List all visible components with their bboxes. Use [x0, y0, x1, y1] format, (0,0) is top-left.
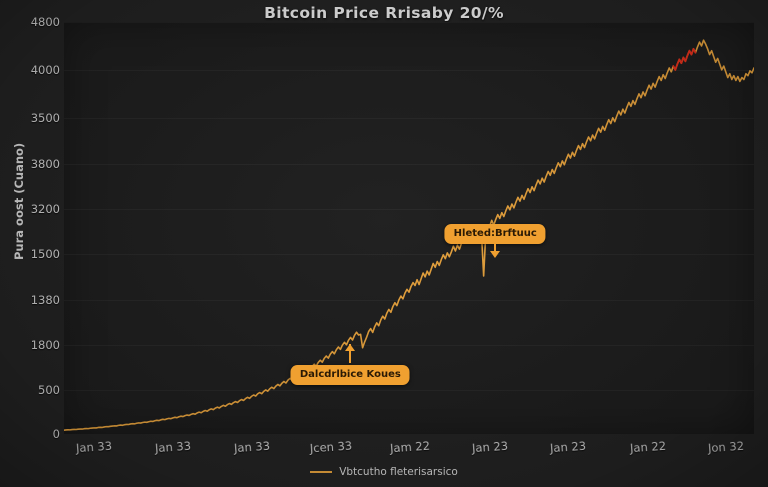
gridline-3 — [64, 163, 754, 165]
chart-legend: Vbtcutho fleterisarsico — [0, 466, 768, 478]
annotation-arrow-line-1 — [349, 344, 352, 364]
y-axis-tick-0: 4800 — [30, 15, 60, 29]
x-axis-tick-2: Jan 33 — [233, 438, 271, 456]
x-axis-tick-8: Jon 32 — [707, 438, 745, 456]
chart-title: Bitcoin Price Rrisaby 20/% — [264, 4, 504, 22]
price-line-highlight-path — [672, 47, 697, 71]
annotation-arrow-line-0 — [494, 243, 497, 254]
legend-swatch-icon — [310, 471, 333, 473]
x-axis-tick-0: Jan 33 — [75, 438, 113, 456]
gridline-6 — [64, 299, 754, 301]
y-axis-tick-8: 500 — [38, 382, 60, 397]
gridline-2 — [64, 117, 754, 119]
x-axis-tick-1: Jan 33 — [154, 438, 192, 456]
x-axis-tick-3: Jcen 33 — [309, 438, 353, 456]
x-axis-tick-4: Jam 22 — [389, 438, 431, 456]
annotation-arrow-head-0 — [490, 250, 501, 258]
annotation-label-0: Hleted:Brftuuc — [444, 223, 546, 244]
y-axis-tick-4: 3200 — [30, 201, 60, 216]
y-axis-tick-6: 1380 — [30, 292, 60, 307]
price-line-path — [64, 39, 754, 431]
gridline-0 — [64, 22, 754, 23]
plot-area — [64, 22, 754, 434]
legend-item-label: Vbtcutho fleterisarsico — [339, 466, 458, 478]
annotation-arrow-head-1 — [345, 344, 356, 352]
y-axis-tick-9: 0 — [52, 427, 60, 441]
y-axis-tick-2: 3500 — [30, 110, 60, 125]
y-axis-tick-3: 3800 — [30, 156, 60, 171]
gridline-7 — [64, 344, 754, 346]
x-axis-tick-7: Jan 22 — [629, 438, 667, 456]
y-axis-tick-7: 1800 — [30, 337, 60, 352]
annotation-label-1: Dalcdrlbice Koues — [290, 365, 410, 386]
x-axis-tick-5: Jan 23 — [471, 438, 509, 456]
y-axis-tick-5: 1500 — [30, 246, 60, 261]
gridline-4 — [64, 208, 754, 210]
y-axis-tick-1: 4000 — [30, 62, 60, 77]
gridline-5 — [64, 253, 754, 255]
price-line-series — [64, 39, 754, 431]
x-axis-tick-6: Jan 23 — [549, 438, 587, 456]
gridline-8 — [64, 389, 754, 391]
gridlines — [64, 22, 754, 434]
gridline-1 — [64, 69, 754, 71]
